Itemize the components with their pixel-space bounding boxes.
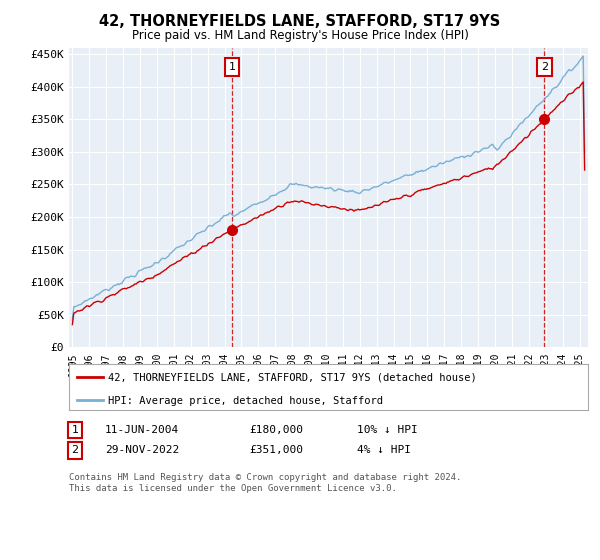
Text: 42, THORNEYFIELDS LANE, STAFFORD, ST17 9YS (detached house): 42, THORNEYFIELDS LANE, STAFFORD, ST17 9… <box>108 373 476 383</box>
Text: 2: 2 <box>71 445 79 455</box>
Text: 1: 1 <box>229 62 235 72</box>
Text: £351,000: £351,000 <box>249 445 303 455</box>
Text: HPI: Average price, detached house, Stafford: HPI: Average price, detached house, Staf… <box>108 396 383 406</box>
Text: 11-JUN-2004: 11-JUN-2004 <box>105 425 179 435</box>
Text: 29-NOV-2022: 29-NOV-2022 <box>105 445 179 455</box>
Text: 1: 1 <box>71 425 79 435</box>
Text: 10% ↓ HPI: 10% ↓ HPI <box>357 425 418 435</box>
Text: Price paid vs. HM Land Registry's House Price Index (HPI): Price paid vs. HM Land Registry's House … <box>131 29 469 42</box>
Text: 2: 2 <box>541 62 548 72</box>
Text: 42, THORNEYFIELDS LANE, STAFFORD, ST17 9YS: 42, THORNEYFIELDS LANE, STAFFORD, ST17 9… <box>100 14 500 29</box>
Text: £180,000: £180,000 <box>249 425 303 435</box>
Text: Contains HM Land Registry data © Crown copyright and database right 2024.
This d: Contains HM Land Registry data © Crown c… <box>69 473 461 493</box>
Text: 4% ↓ HPI: 4% ↓ HPI <box>357 445 411 455</box>
